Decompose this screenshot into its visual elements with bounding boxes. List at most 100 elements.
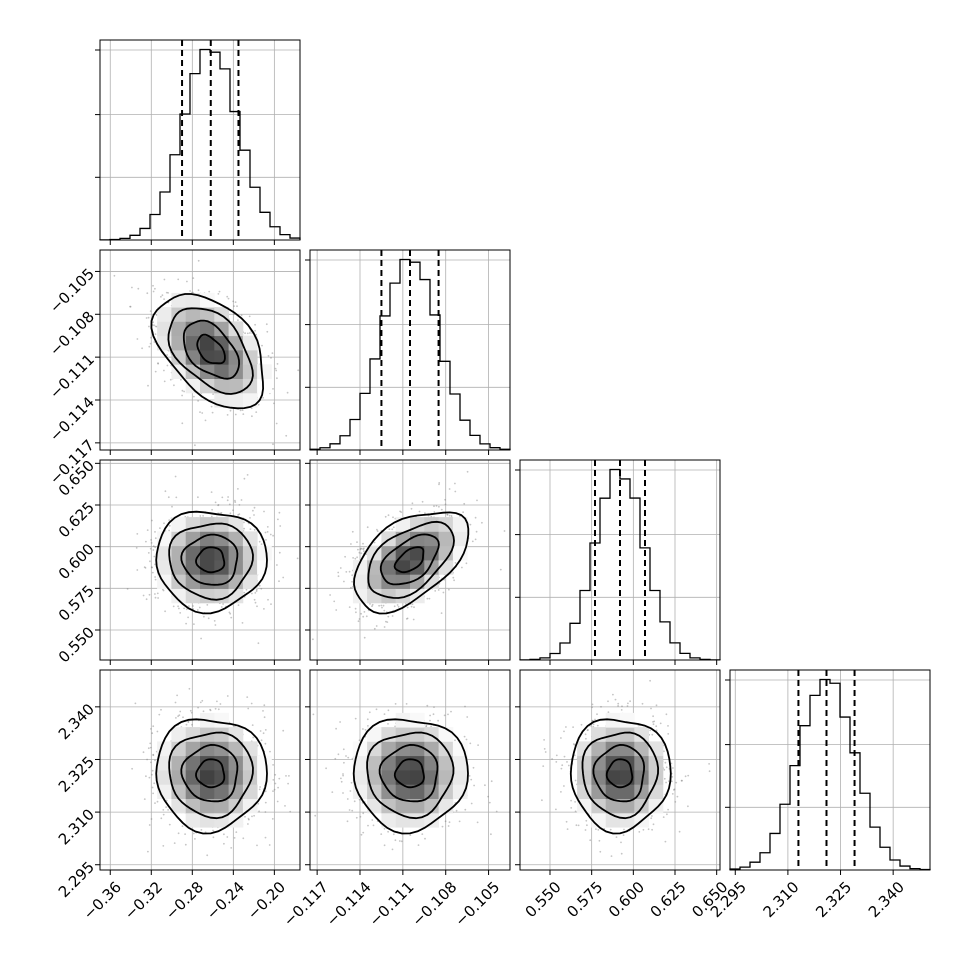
density-cell xyxy=(200,350,215,365)
density-cell xyxy=(410,574,425,589)
sample-point xyxy=(487,795,489,798)
sample-point xyxy=(464,705,466,708)
density-cell xyxy=(214,727,229,742)
sample-point xyxy=(160,817,163,820)
sample-point xyxy=(241,409,244,411)
sample-point xyxy=(247,817,250,820)
sample-point xyxy=(187,616,190,619)
sample-point xyxy=(249,332,251,334)
contour-level-3 xyxy=(155,718,268,835)
sample-point xyxy=(141,347,144,350)
sample-point xyxy=(251,415,253,418)
contour-level-2 xyxy=(167,307,254,395)
contour-level-0 xyxy=(195,758,226,789)
density-cell xyxy=(381,812,397,828)
sample-point xyxy=(167,292,170,294)
sample-point xyxy=(137,287,140,290)
sample-point xyxy=(199,515,202,517)
sample-point xyxy=(222,603,225,605)
sample-point xyxy=(400,840,403,843)
sample-point xyxy=(151,773,153,776)
sample-point xyxy=(387,830,389,833)
sample-point xyxy=(438,505,440,508)
sample-point xyxy=(182,716,184,719)
sample-point xyxy=(433,505,435,508)
sample-point xyxy=(142,751,145,754)
sample-point xyxy=(201,699,204,702)
sample-point xyxy=(382,604,385,607)
density-cell xyxy=(424,798,439,814)
sample-point xyxy=(339,721,341,723)
sample-point xyxy=(135,547,138,549)
contour-level-3 xyxy=(150,293,265,410)
sample-point xyxy=(159,527,161,529)
sample-point xyxy=(344,555,346,558)
sample-point xyxy=(164,490,167,493)
sample-point xyxy=(154,802,156,804)
sample-point xyxy=(394,725,396,728)
sample-point xyxy=(131,286,133,289)
sample-point xyxy=(253,506,256,509)
density-cell xyxy=(214,321,229,337)
sample-point xyxy=(165,806,168,808)
sample-point xyxy=(147,552,150,554)
sample-point xyxy=(359,547,362,550)
panel-frame xyxy=(99,249,301,451)
density-cell xyxy=(367,574,382,589)
sample-point xyxy=(152,290,155,293)
sample-point xyxy=(349,790,352,792)
sample-point xyxy=(371,819,374,821)
sample-point xyxy=(197,496,199,499)
sample-point xyxy=(392,526,395,529)
sample-point xyxy=(543,748,546,750)
sample-point xyxy=(474,538,477,541)
sample-point xyxy=(179,612,182,614)
sample-point xyxy=(470,802,473,805)
sample-point xyxy=(251,724,254,726)
panel-2-2 xyxy=(515,459,721,665)
sample-point xyxy=(392,516,394,519)
sample-point xyxy=(233,837,236,839)
density-cell xyxy=(257,364,272,379)
sample-point xyxy=(312,713,315,716)
density-cell xyxy=(228,517,244,532)
sample-point xyxy=(362,728,364,730)
density-cell xyxy=(228,392,244,408)
sample-point xyxy=(258,788,261,791)
sample-point xyxy=(276,377,278,380)
panel-3-1 xyxy=(305,669,511,875)
panel-frame xyxy=(99,669,301,871)
sample-point xyxy=(381,606,383,609)
sample-point xyxy=(194,444,196,447)
sample-point xyxy=(156,592,159,595)
sample-point xyxy=(428,597,431,600)
sample-point xyxy=(343,761,345,764)
density-cell xyxy=(171,321,187,337)
sample-point xyxy=(242,837,245,840)
density-cell xyxy=(410,741,425,757)
sample-point xyxy=(153,782,156,785)
density-cell xyxy=(257,770,272,785)
sample-point xyxy=(270,603,272,605)
sample-point xyxy=(192,832,195,835)
sample-point xyxy=(221,496,224,499)
sample-point xyxy=(129,305,132,308)
density-cell xyxy=(214,741,229,757)
sample-point xyxy=(251,592,253,595)
density-cell xyxy=(257,378,272,394)
density-cell xyxy=(352,770,368,785)
sample-point xyxy=(144,567,147,569)
sample-point xyxy=(383,844,386,847)
sample-point xyxy=(387,723,389,725)
sample-point xyxy=(209,709,212,712)
sample-point xyxy=(279,525,282,527)
sample-point xyxy=(168,529,171,532)
sample-point xyxy=(147,316,150,319)
sample-point xyxy=(426,704,429,707)
density-cell xyxy=(242,335,258,351)
sample-point xyxy=(175,717,177,719)
panel-1-1 xyxy=(305,249,511,455)
sample-point xyxy=(154,596,157,599)
sample-point xyxy=(226,836,229,838)
density-cell xyxy=(242,574,258,589)
